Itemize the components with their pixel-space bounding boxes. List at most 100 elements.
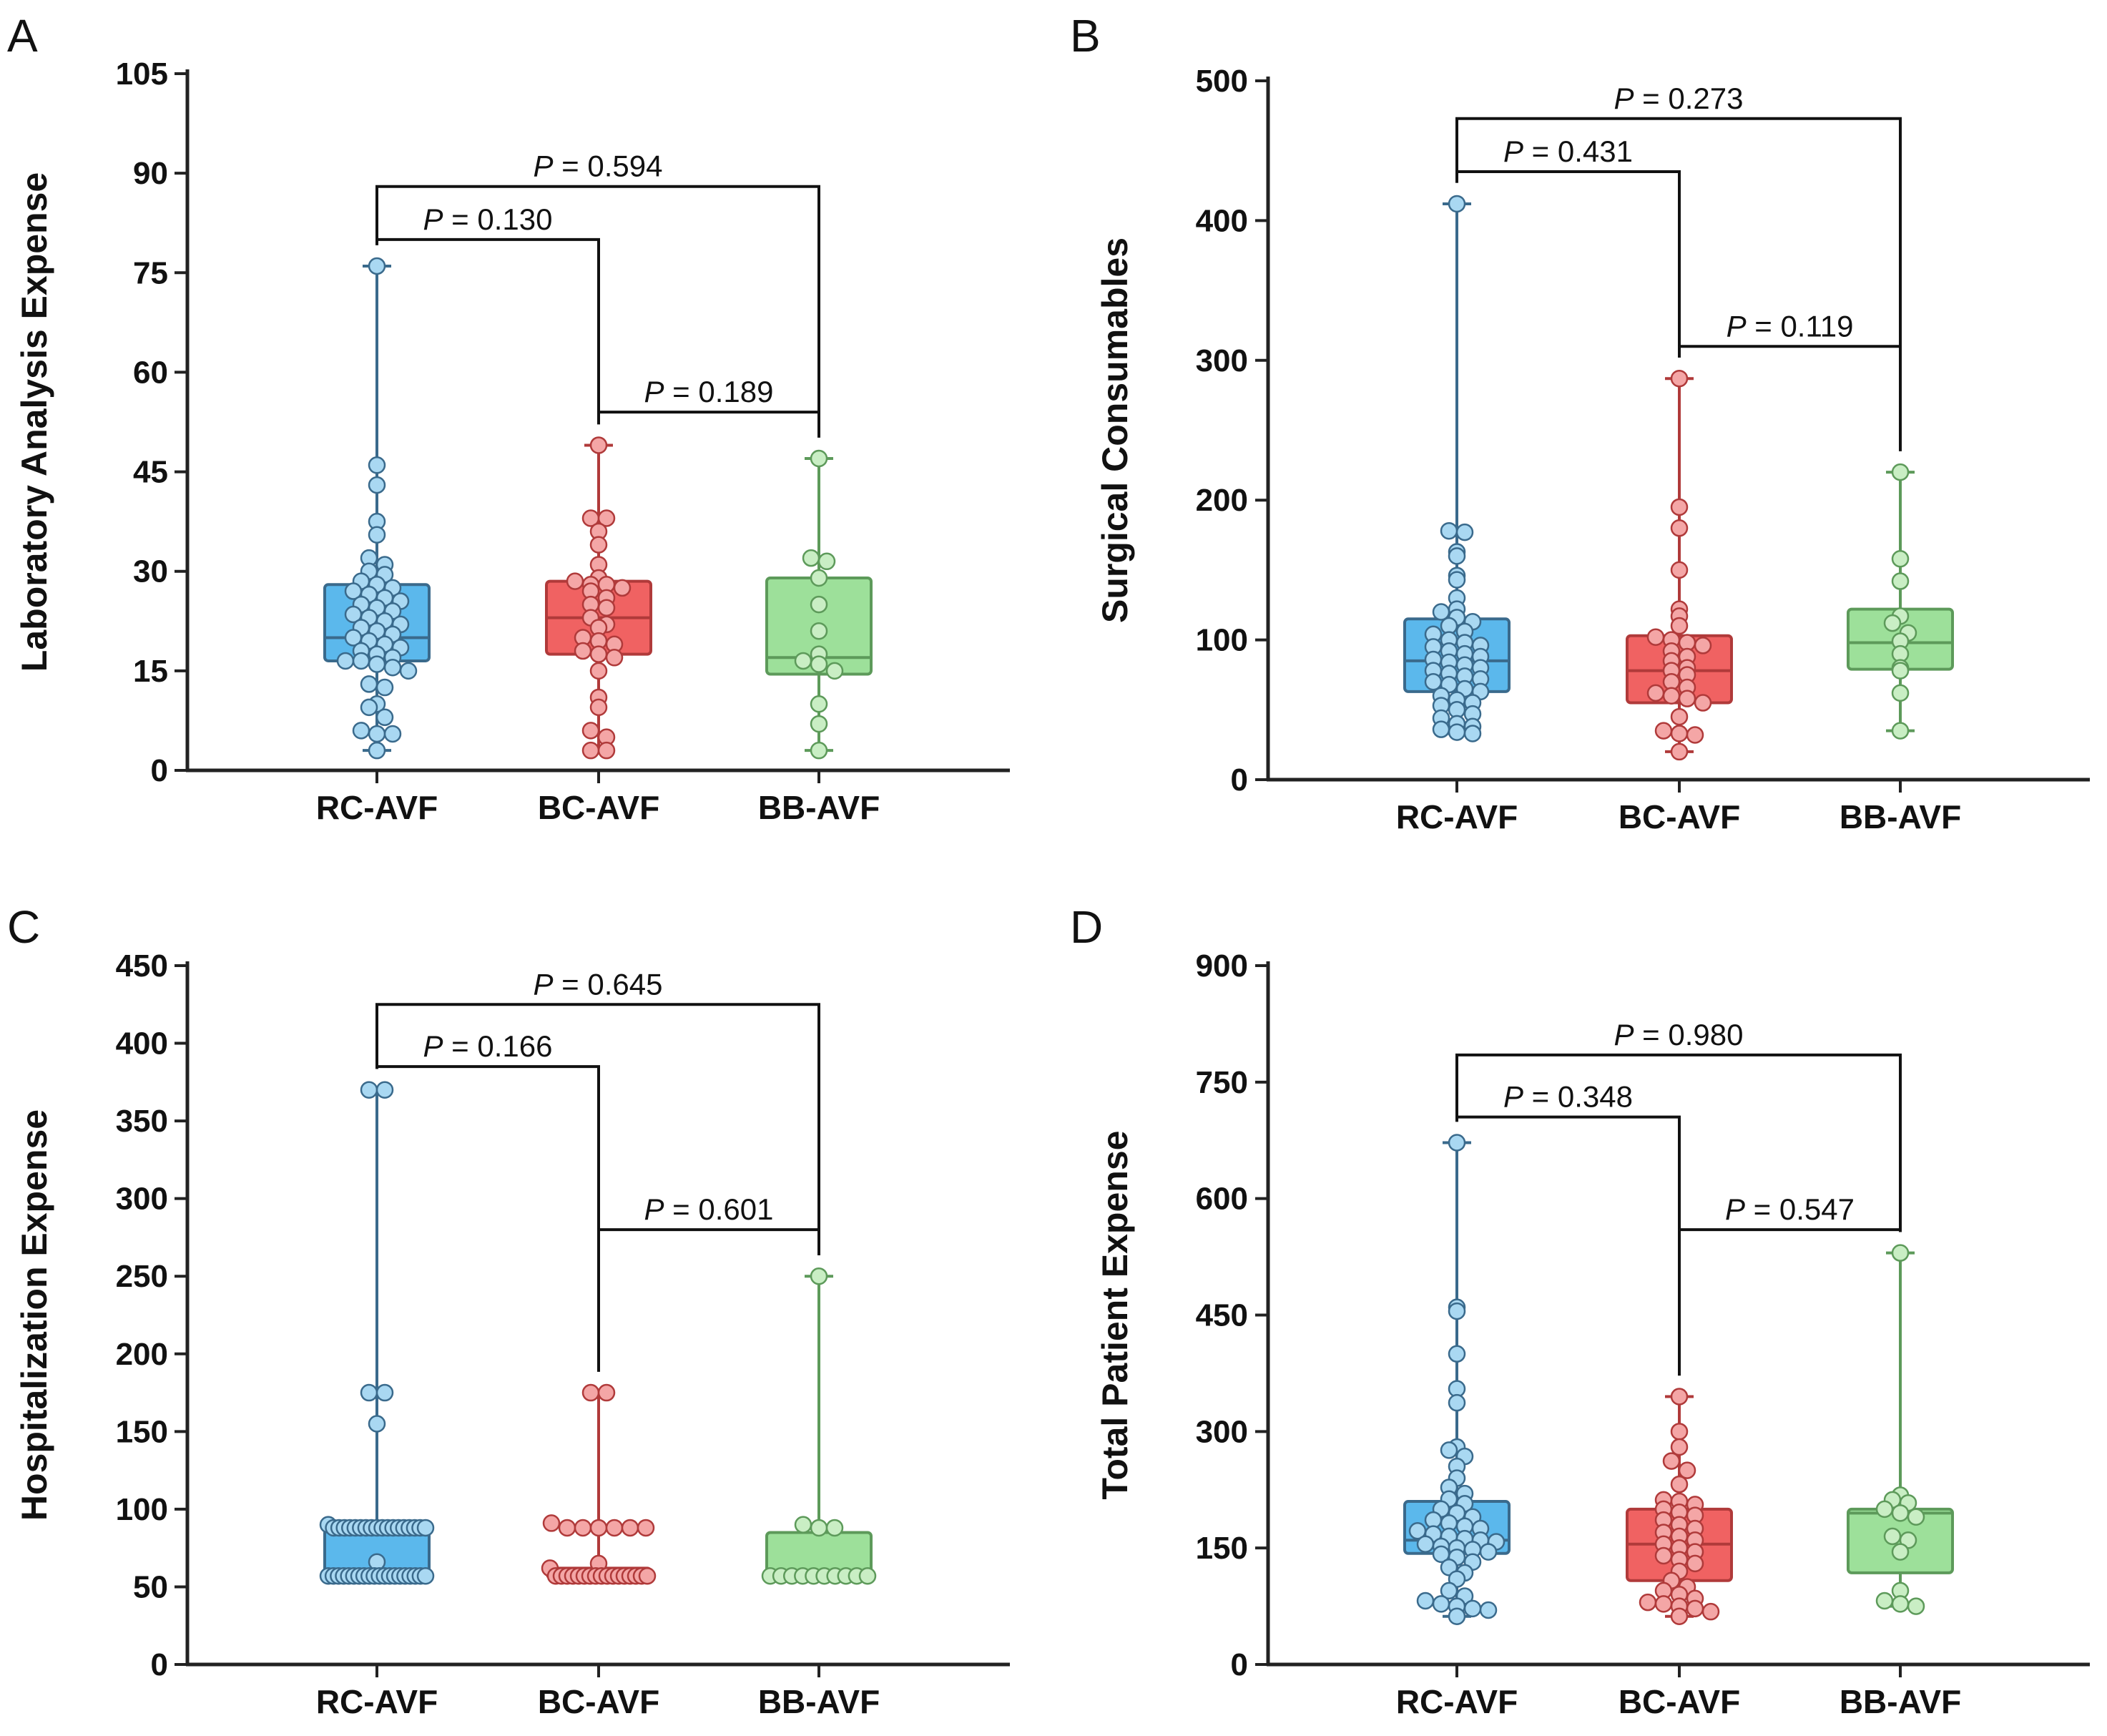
p-value: = 0.594 <box>554 149 663 183</box>
data-point <box>360 675 378 693</box>
data-point <box>1463 1599 1482 1618</box>
data-point <box>858 1566 877 1585</box>
significance-bracket: P = 0.431 <box>1455 134 1681 358</box>
data-point <box>817 552 836 571</box>
y-tick-label: 400 <box>1196 203 1248 238</box>
p-symbol: P <box>423 1029 443 1063</box>
x-category-label: BB-AVF <box>758 1683 880 1720</box>
y-tick-label: 350 <box>116 1104 168 1139</box>
panel-a: A 0 15 30 45 60 75 90 105 Laboratory Analysis Exp… <box>7 10 1010 826</box>
data-point <box>638 1566 657 1585</box>
significance-bracket: P = 0.601 <box>597 1192 820 1372</box>
significance-bracket: P = 0.119 <box>1678 309 1902 451</box>
data-point <box>810 695 828 713</box>
data-point <box>810 449 828 468</box>
bracket-line <box>1455 1053 1902 1232</box>
data-point <box>1448 1345 1466 1363</box>
data-point <box>1883 1527 1902 1546</box>
data-point <box>1670 617 1689 635</box>
data-point <box>368 526 386 544</box>
p-value: = 0.348 <box>1523 1080 1633 1114</box>
data-point <box>1875 1592 1894 1610</box>
bracket-line <box>1455 117 1902 451</box>
data-point <box>1432 1595 1450 1613</box>
y-axis-title: Laboratory Analysis Expense <box>14 172 54 672</box>
data-point <box>1670 369 1689 388</box>
data-point <box>1670 519 1689 537</box>
y-tick-label: 150 <box>1196 1531 1248 1566</box>
x-category-label: RC-AVF <box>1396 1683 1518 1720</box>
data-point <box>399 662 418 680</box>
data-point <box>1416 1592 1435 1610</box>
data-point <box>368 476 386 494</box>
data-point <box>1891 572 1910 590</box>
data-point <box>352 722 370 740</box>
significance-bracket: P = 0.189 <box>597 375 820 438</box>
y-tick-label: 100 <box>1196 623 1248 658</box>
y-tick-label: 500 <box>1196 64 1248 99</box>
bracket-line <box>375 185 820 438</box>
bracket-line <box>1455 1115 1681 1376</box>
data-point <box>1891 684 1910 702</box>
y-tick-label: 400 <box>116 1026 168 1061</box>
data-point <box>589 698 608 717</box>
panel-c: C 0 50 100 150 200 250 300 350 400 450 Hospitalizat… <box>7 901 1010 1720</box>
data-point <box>1448 1393 1466 1412</box>
p-value: = 0.273 <box>1634 82 1744 115</box>
box-group <box>1403 1134 1511 1625</box>
data-point <box>810 715 828 733</box>
p-value: = 0.119 <box>1747 309 1854 343</box>
data-point <box>574 1519 592 1537</box>
data-point <box>1432 720 1450 738</box>
data-point <box>1891 463 1910 481</box>
y-tick-label: 75 <box>133 255 168 290</box>
data-point <box>810 569 828 587</box>
significance-bracket: P = 0.645 <box>375 967 820 1255</box>
data-point <box>1686 1554 1704 1573</box>
data-point <box>368 257 386 275</box>
y-tick-label: 300 <box>1196 1414 1248 1449</box>
data-point <box>810 1519 828 1537</box>
data-point <box>1654 1595 1673 1613</box>
data-point <box>1440 1441 1458 1459</box>
data-point <box>1448 195 1466 213</box>
p-value-label: P = 0.348 <box>1503 1080 1633 1114</box>
data-point <box>589 536 608 554</box>
y-tick-label: 105 <box>116 57 168 92</box>
data-point <box>1891 550 1910 568</box>
x-category-label: BC-AVF <box>538 789 659 826</box>
p-symbol: P <box>534 149 554 183</box>
box-group <box>545 436 652 760</box>
data-point <box>1654 1546 1673 1565</box>
data-point <box>825 1519 844 1537</box>
box-group <box>1626 1388 1733 1625</box>
bracket-line <box>1678 1228 1902 1376</box>
data-point <box>383 725 402 743</box>
p-value-label: P = 0.980 <box>1614 1018 1744 1051</box>
data-point <box>1479 1601 1498 1619</box>
data-point <box>368 456 386 474</box>
y-tick-label: 0 <box>151 753 168 788</box>
data-point <box>637 1519 655 1537</box>
p-symbol: P <box>1614 1018 1634 1051</box>
data-point <box>1678 1461 1696 1479</box>
x-category-label: BB-AVF <box>1840 798 1961 835</box>
data-point <box>360 698 378 717</box>
data-point <box>1479 1543 1498 1561</box>
data-point <box>1670 1607 1689 1625</box>
p-symbol: P <box>534 967 554 1001</box>
significance-bracket: P = 0.130 <box>375 202 600 425</box>
y-tick-label: 0 <box>1231 1647 1248 1682</box>
p-value-label: P = 0.130 <box>423 202 553 236</box>
p-value-label: P = 0.601 <box>644 1192 774 1226</box>
significance-bracket: P = 0.547 <box>1678 1192 1902 1376</box>
data-point <box>1463 725 1482 742</box>
box-group <box>1847 1244 1954 1615</box>
data-point <box>368 655 386 673</box>
p-value-label: P = 0.189 <box>644 375 774 408</box>
x-category-label: BC-AVF <box>1619 1683 1740 1720</box>
p-symbol: P <box>1725 1192 1745 1226</box>
p-symbol: P <box>1614 82 1634 115</box>
data-point <box>794 652 812 670</box>
